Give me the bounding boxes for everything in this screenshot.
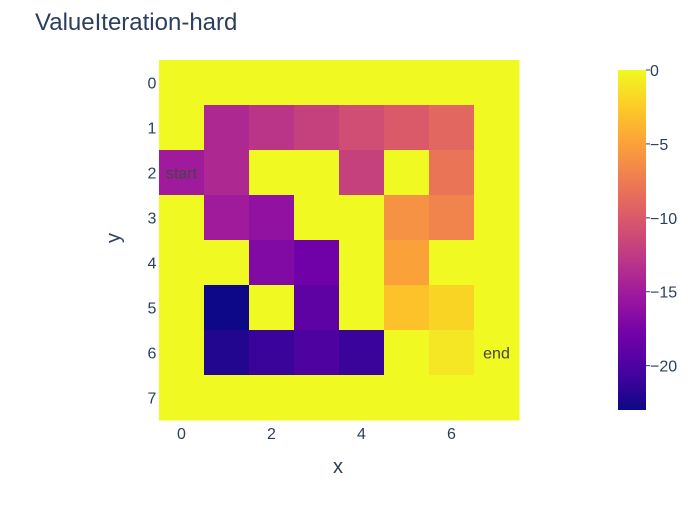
heatmap-cell: [429, 195, 475, 241]
y-axis-label: y: [103, 233, 125, 243]
heatmap-cell: [474, 150, 520, 196]
colorbar: [618, 70, 646, 410]
heatmap-cell: [384, 285, 430, 331]
heatmap-cell: [429, 240, 475, 286]
x-tick-label: 4: [357, 426, 366, 443]
heatmap-cell: [159, 330, 205, 376]
y-tick-label: 5: [148, 301, 157, 318]
heatmap-cell: [384, 330, 430, 376]
annotation-label: start: [166, 166, 198, 183]
heatmap-cell: [384, 375, 430, 421]
heatmap-cells: [159, 60, 520, 421]
heatmap-cell: [159, 60, 205, 106]
colorbar-tick-label: −5: [650, 137, 668, 154]
heatmap-cell: [204, 195, 250, 241]
heatmap-cell: [159, 240, 205, 286]
heatmap-cell: [429, 105, 475, 151]
x-axis-label: x: [333, 456, 343, 478]
y-tick-label: 7: [148, 391, 157, 408]
annotation-label: end: [483, 346, 510, 363]
heatmap-cell: [159, 375, 205, 421]
heatmap-cell: [204, 375, 250, 421]
y-tick-label: 6: [148, 346, 157, 363]
heatmap-cell: [249, 150, 295, 196]
heatmap-cell: [159, 195, 205, 241]
heatmap-cell: [339, 285, 385, 331]
y-tick-label: 4: [148, 256, 157, 273]
x-axis-ticks: 0 2 4 6: [177, 426, 456, 443]
heatmap-cell: [429, 60, 475, 106]
heatmap-cell: [429, 150, 475, 196]
heatmap-cell: [474, 195, 520, 241]
heatmap-cell: [339, 330, 385, 376]
colorbar-tick-label: −20: [650, 359, 677, 376]
colorbar-tick-label: 0: [650, 63, 659, 80]
heatmap-cell: [339, 60, 385, 106]
x-tick-label: 2: [267, 426, 276, 443]
heatmap-cell: [249, 285, 295, 331]
heatmap-cell: [249, 105, 295, 151]
heatmap-cell: [384, 240, 430, 286]
y-tick-label: 1: [148, 121, 157, 138]
heatmap-cell: [339, 195, 385, 241]
heatmap-cell: [384, 60, 430, 106]
heatmap-cell: [294, 195, 340, 241]
heatmap-cell: [294, 330, 340, 376]
heatmap-cell: [294, 240, 340, 286]
heatmap-cell: [474, 240, 520, 286]
x-tick-label: 0: [177, 426, 186, 443]
chart-title: ValueIteration-hard: [35, 9, 237, 36]
heatmap-cell: [474, 105, 520, 151]
heatmap-cell: [339, 150, 385, 196]
heatmap-cell: [159, 285, 205, 331]
y-tick-label: 3: [148, 211, 157, 228]
heatmap-cell: [339, 240, 385, 286]
heatmap-cell: [384, 150, 430, 196]
heatmap-cell: [204, 285, 250, 331]
colorbar-ticks: 0 −5 −10 −15 −20: [646, 63, 677, 376]
heatmap-cell: [474, 285, 520, 331]
heatmap-cell: [474, 60, 520, 106]
y-axis-ticks: 0 1 2 3 4 5 6 7: [148, 76, 157, 408]
heatmap-cell: [249, 60, 295, 106]
heatmap-cell: [384, 195, 430, 241]
heatmap-cell: [204, 150, 250, 196]
heatmap-cell: [294, 150, 340, 196]
y-tick-label: 2: [148, 166, 157, 183]
heatmap-cell: [294, 105, 340, 151]
heatmap-cell: [429, 330, 475, 376]
heatmap-cell: [159, 105, 205, 151]
heatmap-cell: [429, 375, 475, 421]
x-tick-label: 6: [447, 426, 456, 443]
colorbar-tick-label: −15: [650, 285, 677, 302]
heatmap-cell: [294, 285, 340, 331]
heatmap-cell: [249, 330, 295, 376]
heatmap-cell: [339, 375, 385, 421]
heatmap-cell: [204, 240, 250, 286]
heatmap-cell: [204, 60, 250, 106]
heatmap-cell: [204, 105, 250, 151]
heatmap-cell: [249, 240, 295, 286]
cell-annotations: start end: [166, 166, 510, 363]
heatmap-cell: [249, 195, 295, 241]
colorbar-tick-label: −10: [650, 211, 677, 228]
heatmap-cell: [339, 105, 385, 151]
y-tick-label: 0: [148, 76, 157, 93]
heatmap-cell: [429, 285, 475, 331]
heatmap-cell: [474, 330, 520, 376]
heatmap-cell: [159, 150, 205, 196]
heatmap-cell: [384, 105, 430, 151]
heatmap-cell: [294, 375, 340, 421]
heatmap-cell: [204, 330, 250, 376]
heatmap-cell: [249, 375, 295, 421]
heatmap-cell: [294, 60, 340, 106]
heatmap-cell: [474, 375, 520, 421]
